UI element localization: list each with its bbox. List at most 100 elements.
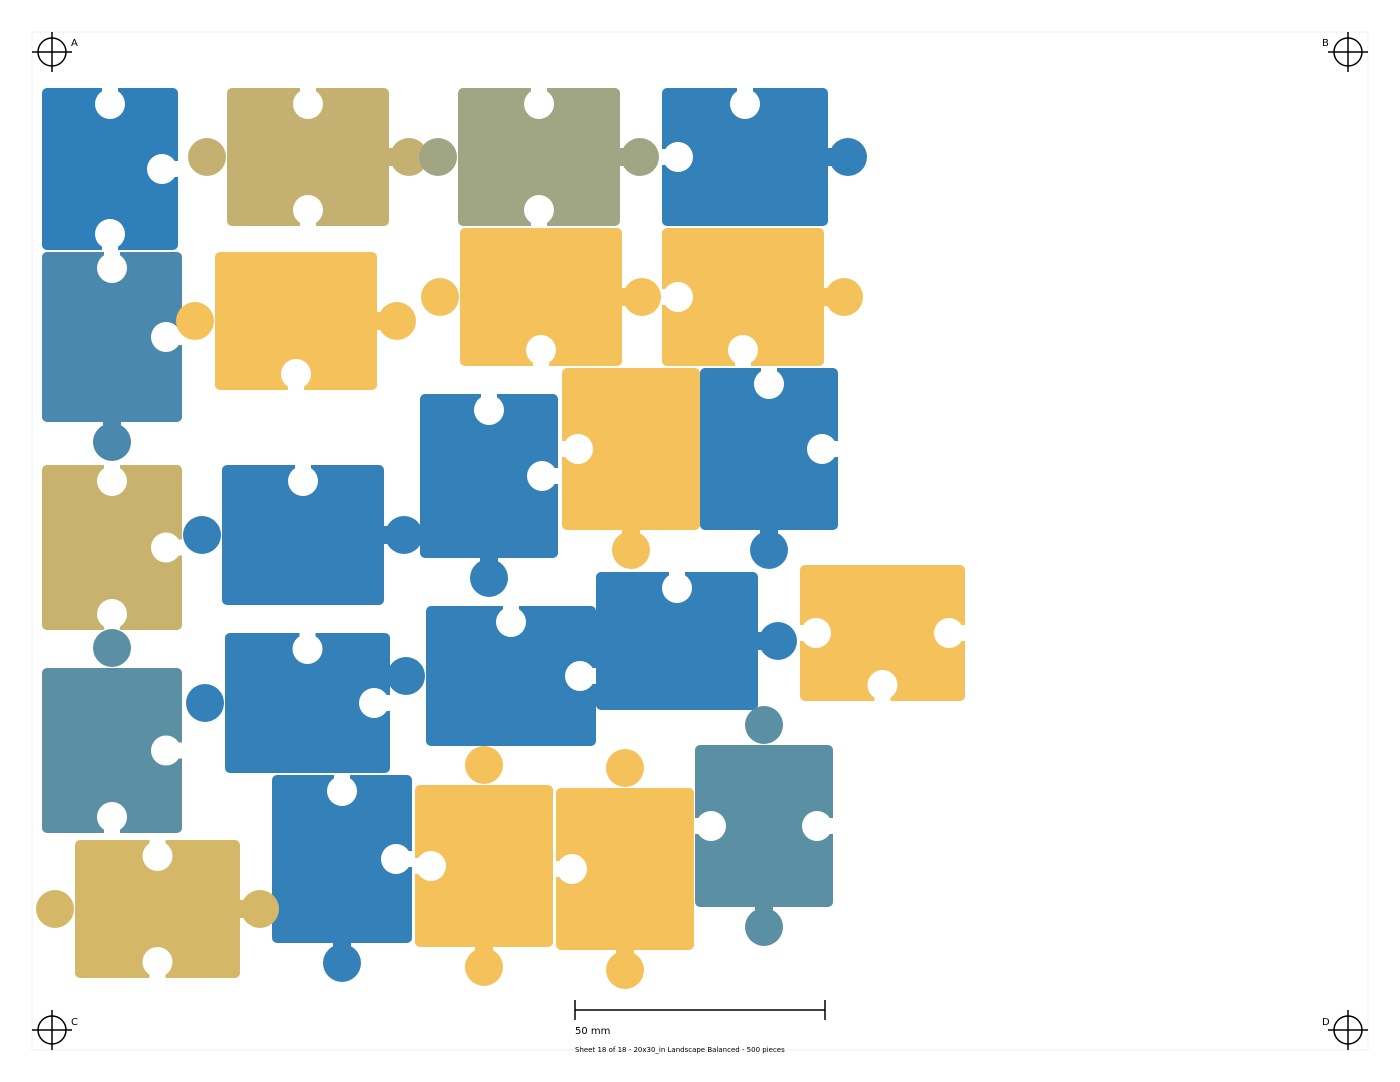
knob [623,278,661,316]
socket-neck [695,818,711,834]
puzzle-piece [186,633,390,773]
socket-neck [662,149,678,165]
knob [606,951,644,989]
knob [421,278,459,316]
puzzle-piece [387,606,596,746]
registration-mark [32,32,72,72]
socket-neck [542,468,558,484]
piece-body [415,785,553,947]
piece-body [215,252,377,390]
piece-body [227,88,389,226]
piece-body [222,465,384,605]
socket-neck [503,606,519,622]
knob [385,516,423,554]
piece-body [420,394,558,558]
socket-neck [149,840,166,856]
puzzle-piece [419,88,659,226]
socket-neck [822,441,838,457]
knob [465,948,503,986]
puzzle-piece [176,252,416,390]
corner-label: B [1322,38,1329,49]
piece-body [662,228,824,366]
knob [176,302,214,340]
socket-neck [949,625,965,641]
socket-neck [580,668,596,684]
puzzle-piece [42,88,178,250]
knob [323,944,361,982]
piece-body [695,745,833,907]
piece-body [700,368,838,530]
socket-neck [300,210,316,226]
socket-neck [800,625,816,641]
corner-label: D [1322,1017,1330,1028]
socket-neck [556,861,572,877]
puzzle-piece [415,746,553,986]
puzzle-piece [42,252,182,461]
socket-neck [874,685,891,701]
socket-neck [562,441,578,457]
knob [745,908,783,946]
puzzle-piece [556,749,694,989]
registration-mark [32,1010,72,1050]
knob [825,278,863,316]
puzzle-piece [183,465,423,605]
piece-body [42,668,182,833]
puzzle-piece [272,775,412,982]
knob [745,706,783,744]
socket-neck [299,633,316,649]
socket-neck [817,818,833,834]
knob [829,138,867,176]
socket-neck [102,88,118,104]
piece-body [800,565,965,701]
piece-body [596,572,758,710]
knob [759,622,797,660]
socket-neck [104,614,120,630]
socket-neck [104,252,120,268]
knob [183,516,221,554]
piece-body [562,368,700,530]
piece-body [42,252,182,422]
knob [241,890,279,928]
socket-neck [166,329,182,345]
piece-body [225,633,390,773]
puzzle-piece [421,228,661,366]
puzzle-piece [188,88,428,226]
socket-neck [102,234,118,250]
socket-neck [288,374,304,390]
registration-mark [1328,1010,1368,1050]
footer: Sheet 18 of 18 - 20x30_in Landscape Bala… [575,1046,785,1054]
socket-neck [374,695,390,711]
socket-neck [149,962,166,978]
knob [93,423,131,461]
socket-neck [669,572,685,588]
knob [470,559,508,597]
puzzle-piece [420,394,558,597]
puzzle-piece [36,840,279,978]
puzzle-piece [42,465,182,630]
knob [188,138,226,176]
puzzle-piece [596,572,797,710]
knob [36,890,74,928]
knob [419,138,457,176]
puzzle-piece [662,88,867,226]
registration-mark [1328,32,1368,72]
knob [750,531,788,569]
knob [378,302,416,340]
piece-body [272,775,412,943]
puzzle-piece [695,706,833,946]
knob [612,531,650,569]
knob [186,684,224,722]
scale-label: 50 mm [575,1026,610,1037]
piece-body [75,840,240,978]
knob [390,138,428,176]
piece-body [458,88,620,226]
socket-neck [295,465,311,481]
socket-neck [334,775,350,791]
puzzle-piece [42,629,182,833]
socket-neck [300,88,316,104]
socket-neck [735,350,751,366]
knob [606,749,644,787]
socket-neck [104,817,120,833]
knob [387,657,425,695]
knob [93,629,131,667]
